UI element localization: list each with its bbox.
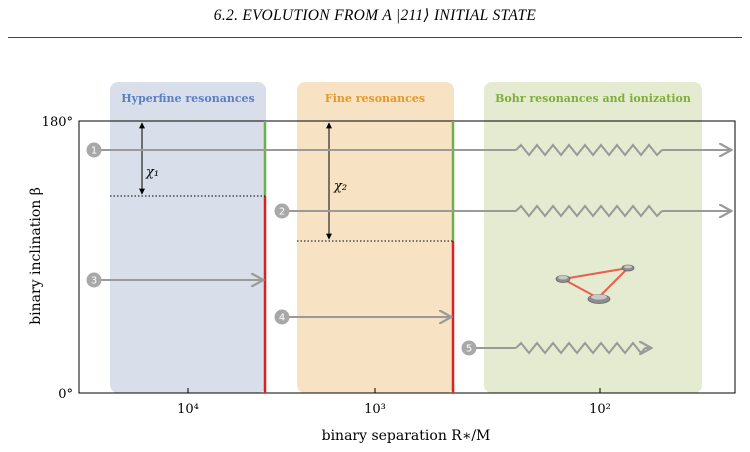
trajectory-badge-5: 5 xyxy=(461,340,477,356)
fine-band xyxy=(297,82,454,393)
svg-text:3: 3 xyxy=(91,276,97,287)
chi1-label: χ₁ xyxy=(145,165,159,180)
svg-text:4: 4 xyxy=(279,313,285,324)
x-tick-1e2: 10² xyxy=(589,402,611,417)
x-axis-label: binary separation R∗/M xyxy=(322,428,491,444)
trajectory-badge-2: 2 xyxy=(274,203,290,219)
hyperfine-band xyxy=(110,82,266,393)
svg-text:1: 1 xyxy=(91,146,97,157)
bohr-title: Bohr resonances and ionization xyxy=(495,92,691,105)
y-axis-label: binary inclination β xyxy=(28,187,44,325)
trajectory-badge-4: 4 xyxy=(274,309,290,325)
y-tick-0: 0° xyxy=(58,387,73,402)
trajectory-2 xyxy=(282,206,730,216)
trajectory-badge-3: 3 xyxy=(86,272,102,288)
x-tick-1e4: 10⁴ xyxy=(177,402,199,417)
three-body-illustration xyxy=(555,264,635,304)
fine-title: Fine resonances xyxy=(325,92,425,105)
svg-text:2: 2 xyxy=(279,207,285,218)
bohr-band xyxy=(484,82,702,393)
trajectory-1 xyxy=(94,145,730,155)
chi2-label: χ₂ xyxy=(333,179,347,194)
trajectory-badge-1: 1 xyxy=(86,142,102,158)
hyperfine-title: Hyperfine resonances xyxy=(121,92,254,105)
header-rule xyxy=(8,37,742,38)
y-tick-180: 180° xyxy=(42,115,73,130)
svg-text:5: 5 xyxy=(466,344,472,355)
x-tick-1e3: 10³ xyxy=(364,402,386,417)
page-header: 6.2. EVOLUTION FROM A |211⟩ INITIAL STAT… xyxy=(213,7,537,24)
plot-frame xyxy=(78,120,736,394)
trajectory-5 xyxy=(469,343,650,353)
